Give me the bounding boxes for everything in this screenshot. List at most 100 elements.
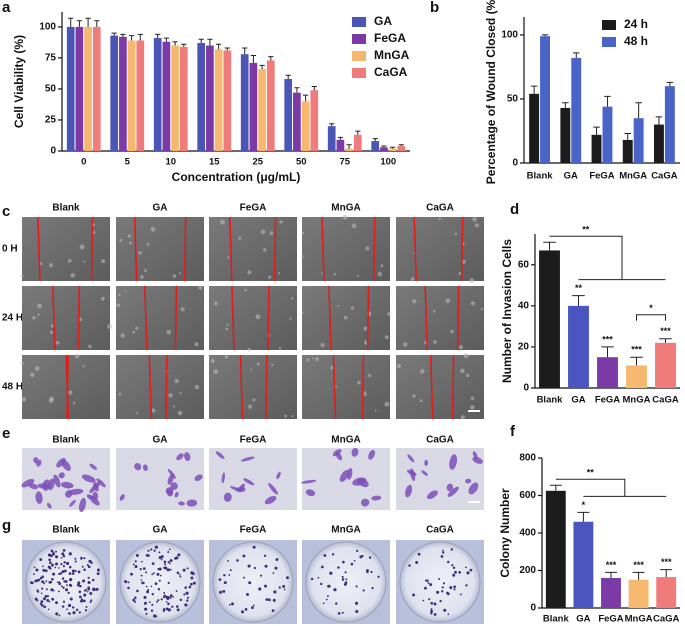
error-bar bbox=[632, 571, 645, 580]
stained-cell bbox=[21, 479, 35, 488]
colony bbox=[159, 574, 162, 577]
colony bbox=[153, 549, 156, 552]
y-tick-label: 50 bbox=[507, 94, 519, 105]
significance-mark: ** bbox=[575, 283, 583, 293]
cell-texture bbox=[179, 272, 182, 275]
bar bbox=[75, 26, 84, 152]
wound-edge bbox=[66, 354, 69, 420]
colony bbox=[140, 574, 143, 577]
colony bbox=[41, 580, 45, 584]
error-bar bbox=[659, 338, 672, 343]
x-tick-label: GA bbox=[571, 395, 585, 406]
colony bbox=[60, 585, 63, 588]
stained-cell bbox=[96, 478, 106, 488]
legend-label: FeGA bbox=[374, 31, 406, 45]
stained-cell bbox=[170, 482, 178, 490]
error-bar bbox=[94, 20, 100, 27]
error-bar bbox=[207, 38, 213, 46]
colony bbox=[89, 601, 92, 604]
bar bbox=[110, 35, 119, 152]
colony bbox=[67, 591, 70, 595]
colony bbox=[177, 553, 181, 557]
error-bar bbox=[155, 33, 161, 39]
colony bbox=[124, 580, 128, 584]
cell-texture bbox=[333, 273, 337, 276]
bar bbox=[626, 365, 647, 388]
bar bbox=[136, 40, 145, 151]
colony bbox=[84, 609, 88, 612]
error-bar bbox=[572, 295, 585, 306]
y-tick-label: 800 bbox=[519, 453, 536, 464]
colony bbox=[74, 560, 77, 563]
colony bbox=[160, 598, 163, 601]
error-bar bbox=[346, 144, 352, 149]
bar bbox=[602, 106, 613, 163]
colony bbox=[323, 554, 327, 557]
colony bbox=[341, 575, 344, 578]
colony bbox=[355, 585, 358, 588]
colony bbox=[34, 579, 38, 583]
error-bar bbox=[660, 569, 673, 578]
stained-cell bbox=[360, 498, 370, 507]
error-bar bbox=[549, 484, 562, 491]
colony bbox=[454, 570, 457, 574]
colony bbox=[55, 601, 58, 605]
colony bbox=[143, 595, 147, 599]
colony bbox=[240, 610, 245, 614]
colony bbox=[326, 595, 329, 598]
colony bbox=[151, 603, 154, 606]
bar bbox=[258, 69, 266, 151]
colony bbox=[433, 613, 437, 616]
colony bbox=[371, 587, 374, 590]
colony bbox=[412, 593, 415, 597]
cell-texture bbox=[470, 396, 475, 401]
colony bbox=[168, 548, 171, 551]
colony bbox=[81, 565, 84, 568]
error-bar bbox=[242, 47, 248, 55]
colony bbox=[127, 586, 130, 590]
stained-cell bbox=[119, 494, 125, 501]
colony bbox=[45, 580, 48, 583]
significance-mark: *** bbox=[602, 334, 613, 344]
stained-cell bbox=[35, 491, 43, 504]
colony bbox=[428, 598, 431, 601]
colony bbox=[60, 557, 63, 559]
column-header: FeGA bbox=[240, 435, 267, 446]
wound-edge bbox=[267, 285, 270, 351]
stained-cell bbox=[472, 456, 483, 464]
colony bbox=[337, 612, 341, 615]
cell-texture bbox=[470, 405, 475, 410]
error-bar bbox=[311, 85, 317, 91]
colony bbox=[252, 604, 255, 607]
colony bbox=[57, 590, 60, 593]
colony bbox=[263, 554, 267, 557]
cell-texture bbox=[337, 305, 340, 308]
colony bbox=[39, 602, 42, 605]
colony bbox=[248, 581, 252, 585]
colony bbox=[51, 578, 54, 581]
colony bbox=[62, 549, 66, 552]
colony bbox=[440, 555, 444, 558]
bracket-label: * bbox=[649, 303, 653, 313]
stained-cell bbox=[65, 490, 73, 498]
cell-texture bbox=[29, 372, 35, 378]
colony bbox=[58, 614, 61, 617]
colony bbox=[157, 567, 160, 571]
micrograph bbox=[116, 355, 204, 419]
colony bbox=[175, 605, 179, 608]
y-tick-label: 0 bbox=[523, 383, 529, 394]
stained-cell bbox=[351, 447, 359, 457]
cell-texture bbox=[118, 293, 121, 296]
cell-texture bbox=[177, 410, 183, 416]
wound-edge bbox=[183, 216, 187, 282]
stained-cell bbox=[37, 483, 50, 489]
significance-mark: *** bbox=[661, 557, 672, 567]
error-bar bbox=[635, 102, 642, 119]
cell-texture bbox=[244, 288, 247, 292]
stained-cell bbox=[238, 483, 246, 491]
panel-label: e bbox=[2, 425, 10, 442]
cell-texture bbox=[271, 363, 274, 367]
stained-cell bbox=[167, 468, 176, 479]
colony bbox=[68, 565, 72, 569]
x-tick-label: Blank bbox=[543, 614, 570, 625]
